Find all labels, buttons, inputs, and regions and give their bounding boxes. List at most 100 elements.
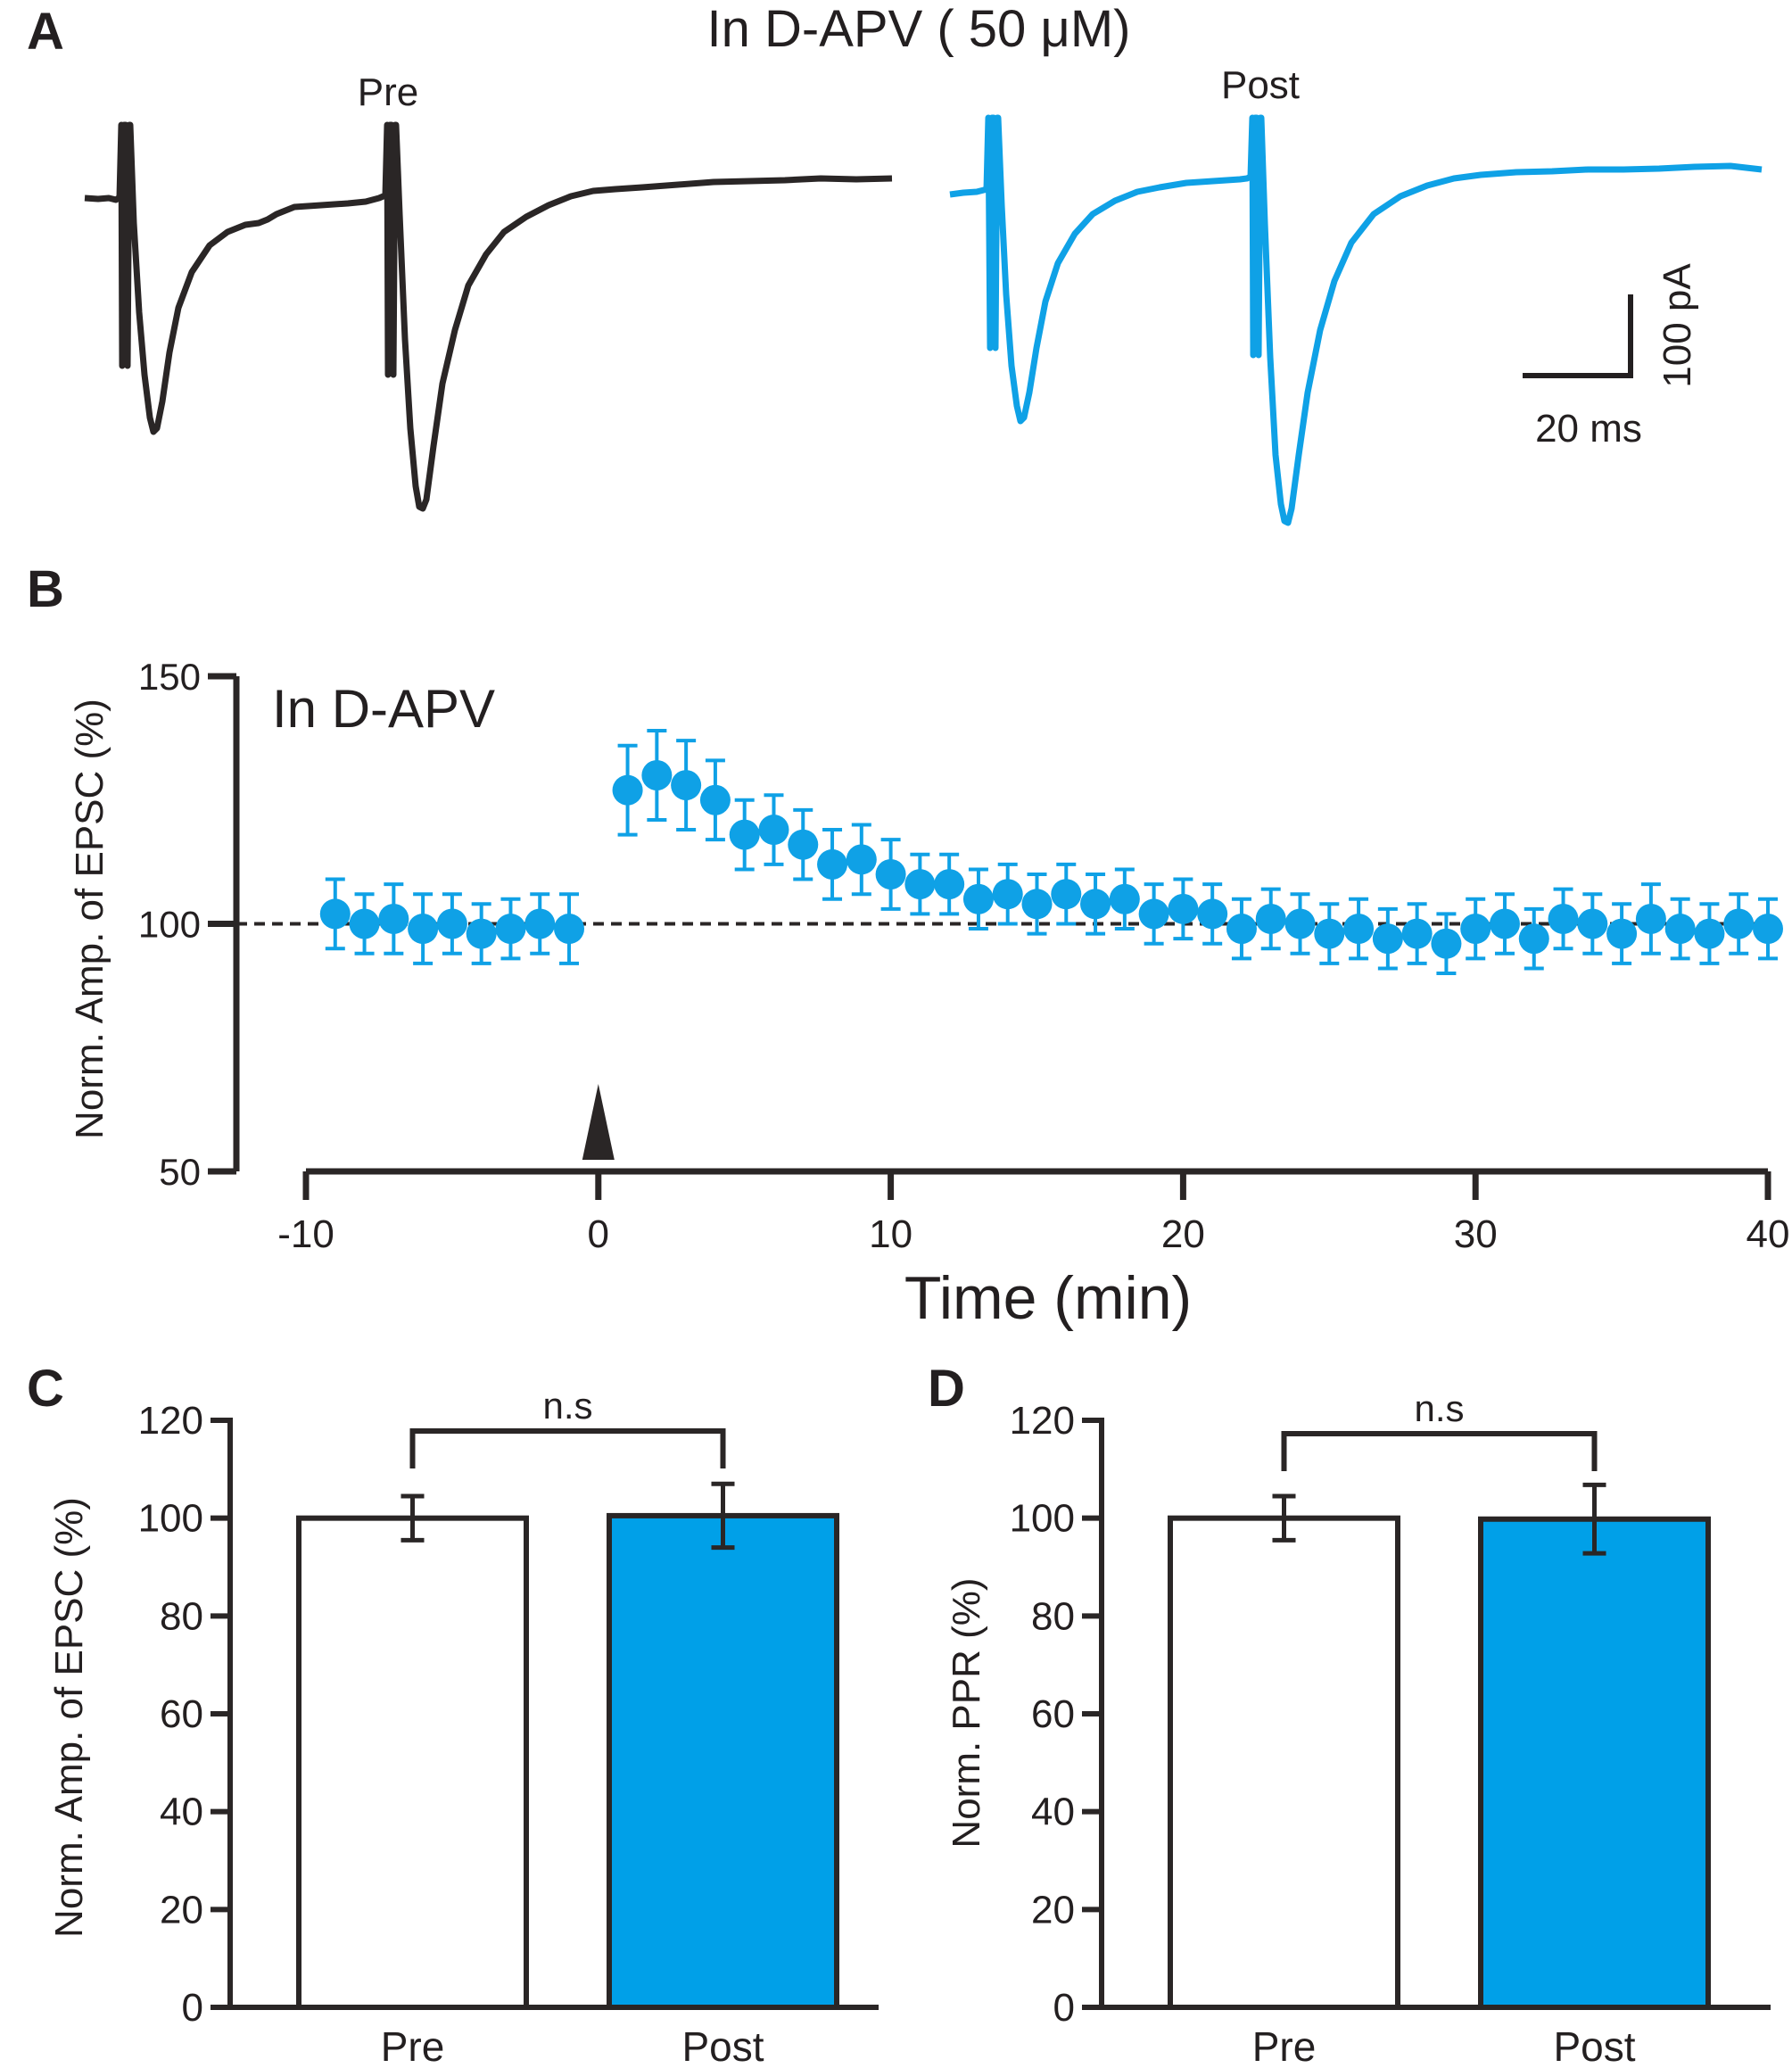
data-point [524, 908, 556, 939]
significance-label: n.s [1414, 1387, 1464, 1429]
data-point [466, 918, 497, 949]
y-tick-label: 80 [1031, 1594, 1075, 1638]
x-category-label: Post [681, 2023, 764, 2068]
panel-b-annotation: In D-APV [272, 679, 495, 739]
data-point [788, 829, 819, 860]
bar-post [1478, 1516, 1711, 2010]
data-point [1226, 914, 1257, 945]
x-category-label: Pre [1252, 2023, 1317, 2068]
x-tick-label: 10 [869, 1212, 913, 1256]
data-point [904, 869, 936, 900]
stimulus-arrowhead [582, 1084, 615, 1160]
data-point [1021, 889, 1053, 920]
y-tick-label: 100 [138, 1497, 203, 1541]
significance-label: n.s [542, 1385, 592, 1427]
pre-trace-label: Pre [358, 70, 418, 114]
data-point [1284, 908, 1316, 939]
panel-a-letter: A [27, 3, 64, 61]
y-tick-label: 20 [160, 1888, 203, 1932]
data-point [1460, 914, 1491, 945]
data-point [1723, 908, 1755, 939]
data-point [1372, 923, 1403, 955]
data-point [1314, 918, 1345, 949]
data-point [408, 914, 439, 945]
panel-d-chart: 0 20 40 60 80 100 120 Norm. PPR (%) Pre Post n.s [945, 1387, 1771, 2068]
y-axis-label: Norm. Amp. of EPSC (%) [47, 1497, 91, 1938]
y-tick-label: 40 [1031, 1791, 1075, 1834]
y-tick-label: 0 [182, 1986, 203, 2030]
y-tick-label: 20 [1031, 1888, 1075, 1932]
y-axis-label: Norm. Amp. of EPSC (%) [68, 699, 111, 1139]
panel-b-letter: B [27, 560, 64, 618]
data-point [1753, 914, 1783, 945]
data-point [817, 848, 848, 880]
data-point [1138, 898, 1169, 930]
data-point [1606, 918, 1638, 949]
y-tick-label: 150 [138, 656, 201, 698]
data-point [699, 784, 731, 815]
data-point [1635, 903, 1666, 934]
pre-epsc-trace [84, 121, 893, 512]
y-tick-label: 50 [159, 1151, 201, 1193]
data-point [1051, 879, 1082, 910]
data-point [1518, 923, 1549, 955]
data-point [319, 898, 351, 930]
data-point [1694, 918, 1725, 949]
data-point [641, 760, 673, 790]
scale-bar-time-label: 20 ms [1535, 407, 1642, 451]
x-tick-label: -10 [277, 1212, 334, 1256]
data-point [1489, 908, 1520, 939]
data-point [349, 908, 380, 939]
bar-post [607, 1512, 839, 2011]
x-category-label: Post [1553, 2023, 1635, 2068]
significance-bracket [1281, 1431, 1598, 1471]
x-tick-label: 30 [1454, 1212, 1498, 1256]
y-tick-label: 0 [1053, 1986, 1075, 2030]
data-point [1664, 914, 1696, 945]
y-axis-label: Norm. PPR (%) [945, 1577, 988, 1848]
y-tick-label: 60 [160, 1692, 203, 1736]
data-point [436, 908, 467, 939]
y-tick-label: 120 [1010, 1399, 1075, 1443]
y-tick-label: 100 [138, 904, 201, 946]
y-tick-label: 120 [138, 1399, 203, 1443]
data-point [1401, 918, 1433, 949]
y-tick-label: 40 [160, 1791, 203, 1834]
panel-c-letter: C [27, 1360, 64, 1418]
x-category-label: Pre [381, 2023, 445, 2068]
data-point [495, 914, 526, 945]
data-point [1109, 883, 1140, 914]
panel-d: D 0 20 40 60 80 100 120 Norm. PPR (%) Pre Post n.s [928, 1360, 1771, 2068]
data-point [846, 844, 877, 875]
x-tick-label: 20 [1161, 1212, 1205, 1256]
bar-pre [1168, 1515, 1400, 2010]
data-point [1577, 908, 1608, 939]
data-point [1197, 898, 1228, 930]
panel-d-letter: D [928, 1360, 965, 1418]
panel-b-data [319, 729, 1783, 975]
data-point [1080, 889, 1111, 920]
data-point [758, 815, 789, 846]
x-tick-label: 0 [588, 1212, 609, 1256]
panel-c: C 0 20 40 60 80 100 120 Norm. Amp. of EPSC (%) P… [27, 1360, 879, 2068]
data-point [1343, 914, 1375, 945]
x-tick-label: 40 [1747, 1212, 1790, 1256]
data-point [671, 770, 702, 801]
panel-a: A In D-APV ( 50 μM) Pre Post 20 ms 100 p… [27, 0, 1763, 526]
y-tick-label: 100 [1010, 1497, 1075, 1541]
data-point [934, 869, 965, 900]
panel-c-chart: 0 20 40 60 80 100 120 Norm. Amp. of EPSC (%) Pre… [47, 1385, 879, 2068]
data-point [1548, 903, 1579, 934]
data-point [729, 819, 760, 850]
data-point [962, 883, 994, 914]
data-point [612, 774, 643, 806]
y-tick-label: 80 [160, 1594, 203, 1638]
data-point [1168, 893, 1199, 924]
scale-bar-current-label: 100 pA [1656, 263, 1699, 388]
panel-a-title: In D-APV ( 50 μM) [707, 0, 1131, 58]
data-point [1255, 903, 1286, 934]
significance-bracket [409, 1428, 726, 1468]
data-point [554, 914, 585, 945]
